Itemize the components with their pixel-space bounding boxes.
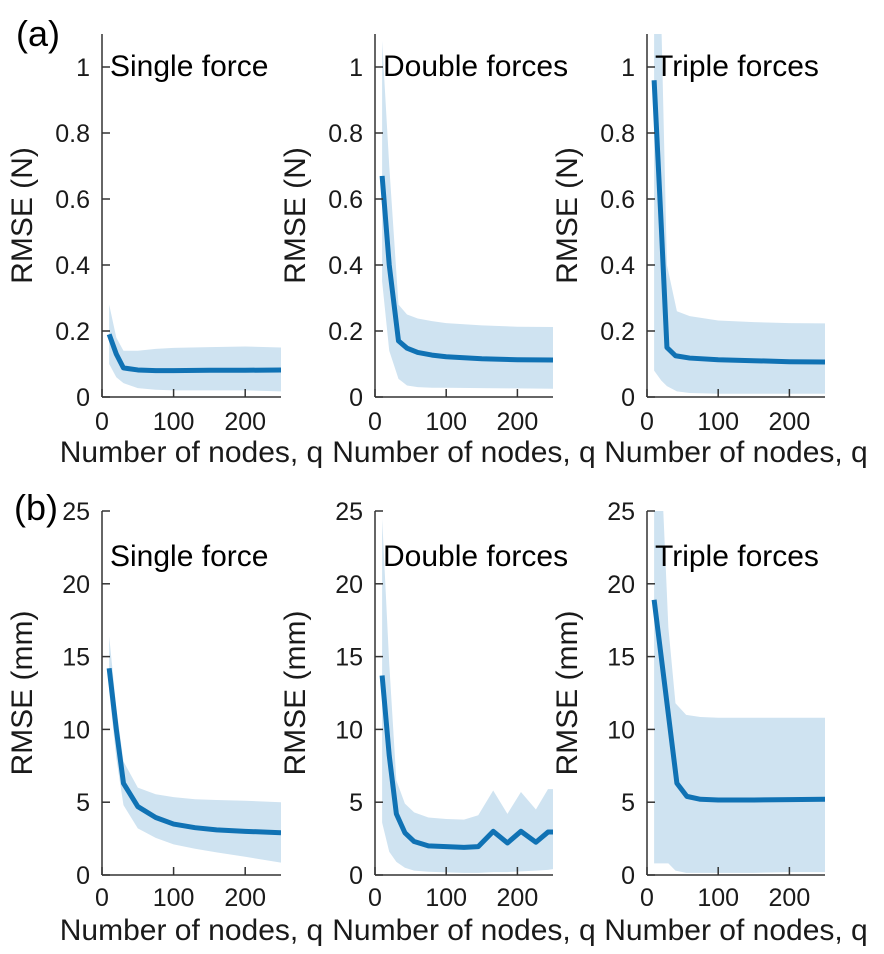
y-tick-label: 0 xyxy=(76,862,90,890)
y-axis-label: RMSE (N) xyxy=(6,147,39,284)
x-tick-label: 100 xyxy=(697,884,739,912)
x-tick-label: 200 xyxy=(769,408,811,436)
y-tick-label: 1 xyxy=(349,54,363,82)
x-tick-label: 100 xyxy=(697,408,739,436)
x-tick-label: 200 xyxy=(224,408,266,436)
y-tick-label: 0.6 xyxy=(600,186,635,214)
y-tick-label: 25 xyxy=(62,498,90,526)
y-tick-label: 0 xyxy=(76,384,90,412)
y-tick-label: 0 xyxy=(621,384,635,412)
y-tick-label: 1 xyxy=(621,54,635,82)
y-tick-label: 0 xyxy=(349,862,363,890)
y-tick-label: 20 xyxy=(62,571,90,599)
confidence-band xyxy=(109,636,281,863)
y-tick-label: 5 xyxy=(621,789,635,817)
y-tick-label: 0.2 xyxy=(600,318,635,346)
y-axis-label: RMSE (N) xyxy=(551,147,584,284)
confidence-band xyxy=(382,40,553,389)
y-tick-label: 1 xyxy=(76,54,90,82)
x-tick-label: 0 xyxy=(368,408,382,436)
y-tick-label: 0.2 xyxy=(328,318,363,346)
y-tick-label: 15 xyxy=(607,644,635,672)
y-tick-label: 0 xyxy=(349,384,363,412)
mean-rmse-line xyxy=(106,667,281,836)
x-tick-label: 200 xyxy=(497,884,539,912)
y-tick-label: 5 xyxy=(76,789,90,817)
y-axis-label: RMSE (mm) xyxy=(551,611,584,776)
panel-label-a: (a) xyxy=(16,13,60,54)
y-tick-label: 25 xyxy=(607,498,635,526)
x-tick-label: 0 xyxy=(640,884,654,912)
confidence-band xyxy=(654,511,825,873)
subplot-title: Single force xyxy=(110,540,268,573)
x-tick-label: 200 xyxy=(769,884,811,912)
x-tick-label: 100 xyxy=(425,884,467,912)
y-tick-label: 0.8 xyxy=(55,120,90,148)
y-axis-label: RMSE (N) xyxy=(279,147,312,284)
x-tick-label: 0 xyxy=(95,408,109,436)
confidence-band xyxy=(382,518,553,873)
x-axis-label: Number of nodes, q xyxy=(604,914,867,947)
y-tick-label: 0.4 xyxy=(55,252,90,280)
y-tick-label: 10 xyxy=(62,716,90,744)
mean-rmse-line xyxy=(379,175,553,363)
y-tick-label: 10 xyxy=(335,716,363,744)
confidence-band xyxy=(654,34,825,394)
mean-rmse-line xyxy=(106,333,281,374)
x-tick-label: 100 xyxy=(153,884,195,912)
x-tick-label: 0 xyxy=(640,408,654,436)
x-tick-label: 100 xyxy=(153,408,195,436)
mean-rmse-line xyxy=(379,675,553,850)
y-axis-label: RMSE (mm) xyxy=(279,611,312,776)
y-tick-label: 20 xyxy=(335,571,363,599)
subplot-title: Single force xyxy=(110,50,268,83)
y-tick-label: 20 xyxy=(607,571,635,599)
x-axis-label: Number of nodes, q xyxy=(332,436,595,469)
y-tick-label: 0.2 xyxy=(55,318,90,346)
y-tick-label: 0.6 xyxy=(55,186,90,214)
y-tick-label: 10 xyxy=(607,716,635,744)
x-axis-label: Number of nodes, q xyxy=(60,914,323,947)
y-tick-label: 0.6 xyxy=(328,186,363,214)
y-tick-label: 0.8 xyxy=(600,120,635,148)
subplot-title: Triple forces xyxy=(655,540,819,573)
mean-rmse-line xyxy=(651,599,825,803)
y-tick-label: 5 xyxy=(349,789,363,817)
y-tick-label: 15 xyxy=(62,644,90,672)
subplot-title: Double forces xyxy=(383,50,568,83)
x-tick-label: 100 xyxy=(425,408,467,436)
y-tick-label: 15 xyxy=(335,644,363,672)
y-tick-label: 0.4 xyxy=(328,252,363,280)
subplot-title: Double forces xyxy=(383,540,568,573)
x-axis-label: Number of nodes, q xyxy=(604,436,867,469)
y-tick-label: 0.4 xyxy=(600,252,635,280)
x-tick-label: 200 xyxy=(224,884,266,912)
confidence-band xyxy=(109,304,281,392)
y-tick-label: 25 xyxy=(335,498,363,526)
x-tick-label: 0 xyxy=(95,884,109,912)
y-tick-label: 0 xyxy=(621,862,635,890)
x-axis-label: Number of nodes, q xyxy=(60,436,323,469)
y-axis-label: RMSE (mm) xyxy=(6,611,39,776)
x-tick-label: 200 xyxy=(497,408,539,436)
x-tick-label: 0 xyxy=(368,884,382,912)
mean-rmse-line xyxy=(651,80,825,365)
subplot-title: Triple forces xyxy=(655,50,819,83)
y-tick-label: 0.8 xyxy=(328,120,363,148)
panel-label-b: (b) xyxy=(14,487,58,528)
x-axis-label: Number of nodes, q xyxy=(332,914,595,947)
